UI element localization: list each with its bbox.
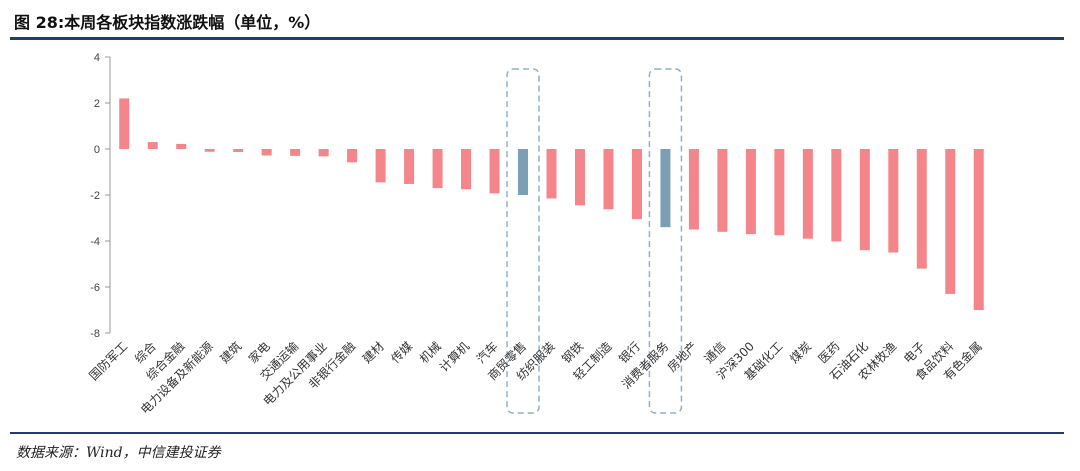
- category-label: 建材: [360, 339, 387, 366]
- bar: [489, 149, 500, 194]
- bar: [916, 149, 927, 269]
- category-label: 传媒: [388, 339, 416, 367]
- bars-layer: [119, 98, 984, 310]
- bar: [233, 149, 244, 152]
- bar: [290, 149, 301, 156]
- category-label: 国防军工: [86, 339, 131, 384]
- bar: [574, 149, 585, 206]
- category-label: 计算机: [436, 339, 472, 375]
- category-label: 建筑: [217, 339, 245, 367]
- bottom-rule: [10, 432, 1064, 434]
- bar: [802, 149, 813, 239]
- y-tick-label: 0: [94, 144, 100, 156]
- y-tick-label: 4: [94, 52, 100, 64]
- bar: [603, 149, 614, 210]
- bar: [945, 149, 956, 294]
- highlight-box: [506, 68, 540, 414]
- y-tick-label: -6: [90, 282, 100, 294]
- bar: [347, 149, 358, 163]
- y-tick-label: -4: [90, 236, 100, 248]
- bar: [717, 149, 728, 232]
- bar: [831, 149, 842, 242]
- bar: [204, 149, 215, 152]
- bar: [375, 149, 386, 183]
- bar: [318, 149, 329, 157]
- bar: [973, 149, 984, 310]
- category-label: 煤炭: [787, 339, 814, 366]
- bar: [461, 149, 472, 190]
- bar: [745, 149, 756, 235]
- figure-title: 图 28:本周各板块指数涨跌幅（单位，%）: [14, 13, 321, 32]
- bar: [688, 149, 699, 230]
- bar: [147, 142, 158, 149]
- bar: [660, 149, 671, 228]
- highlight-box: [648, 68, 683, 414]
- bar: [518, 149, 529, 195]
- y-tick-label: -2: [90, 190, 100, 202]
- bar: [432, 149, 443, 189]
- bar: [119, 98, 130, 149]
- source-note: 数据来源：Wind，中信建投证券: [16, 445, 221, 461]
- bar: [859, 149, 870, 251]
- bar: [888, 149, 899, 253]
- bar: [261, 149, 272, 156]
- top-rule: [10, 37, 1064, 40]
- bar: [546, 149, 557, 199]
- highlight-box-layer: [506, 68, 683, 414]
- bar: [774, 149, 785, 236]
- bar: [631, 149, 642, 220]
- y-tick-label: -8: [90, 328, 100, 340]
- bar: [404, 149, 415, 184]
- y-tick-label: 2: [94, 98, 100, 110]
- bar: [176, 143, 187, 149]
- axis-layer: 4 2 0 -2 -4 -6 -8: [90, 52, 111, 340]
